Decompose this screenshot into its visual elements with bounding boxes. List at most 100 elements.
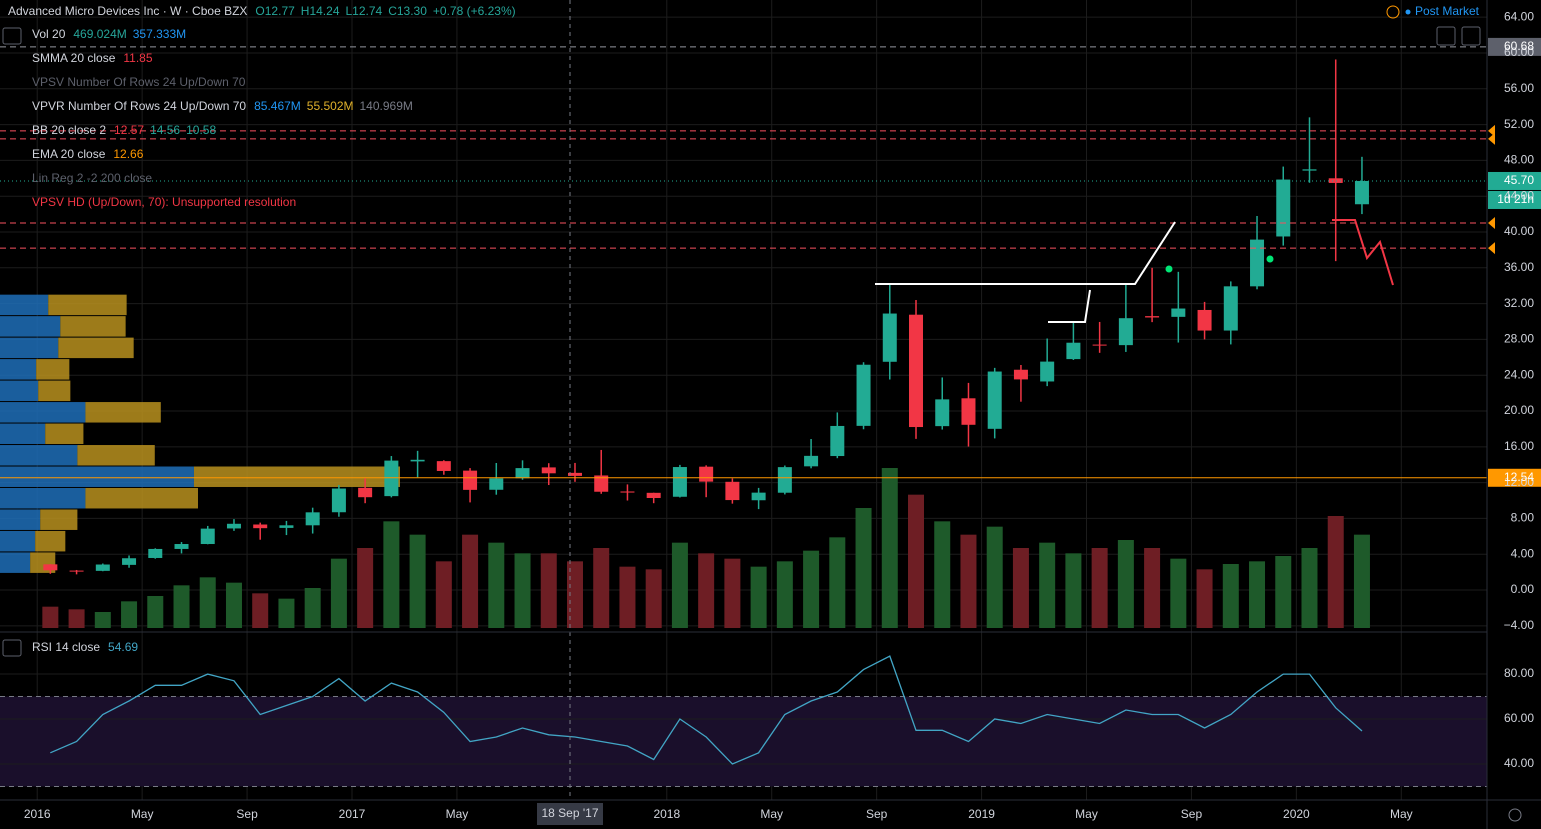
profile-up xyxy=(0,423,46,445)
countdown: 1d 21h xyxy=(1497,192,1534,206)
candle-body xyxy=(305,512,320,526)
candle-body xyxy=(751,492,766,501)
y-tick-label: 28.00 xyxy=(1504,332,1534,346)
y-tick-label: 16.00 xyxy=(1504,439,1534,453)
profile-down xyxy=(85,402,161,423)
candle-body xyxy=(1171,308,1186,317)
volume-bar xyxy=(960,534,977,628)
volume-bar xyxy=(1039,542,1056,628)
volume-bar xyxy=(724,558,741,628)
volume-bar xyxy=(829,537,846,628)
volume-bar xyxy=(1327,516,1344,628)
price-marker xyxy=(1488,242,1495,255)
volume-bar xyxy=(1170,558,1187,628)
profile-up xyxy=(0,316,61,337)
forecast-path xyxy=(1332,219,1394,286)
candle-body xyxy=(489,478,504,490)
signal-dot xyxy=(1266,255,1274,263)
volume-bar xyxy=(42,606,59,628)
rsi-tick-label: 80.00 xyxy=(1504,666,1534,680)
volume-bar xyxy=(1249,561,1266,628)
volume-bar xyxy=(1301,548,1318,628)
candle-body xyxy=(909,314,924,428)
volume-bar xyxy=(1353,534,1370,628)
price-label: 12.54 xyxy=(1504,470,1534,484)
profile-up xyxy=(0,445,78,466)
volume-bar xyxy=(986,526,1003,628)
collapse-button[interactable] xyxy=(2,27,22,45)
volume-bar xyxy=(855,508,872,628)
candle-body xyxy=(43,564,58,571)
y-tick-label: 4.00 xyxy=(1511,546,1535,560)
legend-value: 14.56 xyxy=(150,123,180,137)
price-label: 45.70 xyxy=(1504,173,1534,187)
volume-bar xyxy=(619,566,636,628)
legend-name: Lin Reg 2 -2 200 close xyxy=(32,171,152,185)
rsi-legend-value: 54.69 xyxy=(108,640,138,654)
profile-up xyxy=(0,487,86,509)
scroll-button[interactable] xyxy=(1436,26,1456,46)
legend-value: 357.333M xyxy=(133,27,186,41)
volume-bar xyxy=(881,468,898,628)
profile-down xyxy=(38,380,71,402)
volume-bar xyxy=(121,601,138,628)
y-tick-label: 60.00 xyxy=(1504,45,1534,59)
volume-bar xyxy=(199,577,216,628)
legend-name: VPSV Number Of Rows 24 Up/Down 70 xyxy=(32,75,246,89)
x-tick-label: Sep xyxy=(866,807,888,821)
profile-down xyxy=(40,509,78,530)
profile-down xyxy=(48,294,127,316)
profile-up xyxy=(0,509,41,530)
candle-body xyxy=(174,544,189,549)
volume-bar xyxy=(225,582,242,628)
candle-body xyxy=(1354,180,1369,205)
volume-bar xyxy=(671,542,688,628)
maximize-button[interactable] xyxy=(1461,26,1481,46)
y-tick-label: 12.00 xyxy=(1504,475,1534,489)
alert-icon[interactable] xyxy=(1386,5,1400,19)
volume-bar xyxy=(1091,548,1108,628)
candle-body xyxy=(1066,342,1081,360)
price-marker xyxy=(1488,124,1495,137)
volume-bar xyxy=(698,553,715,628)
y-tick-label: 24.00 xyxy=(1504,367,1534,381)
candle-body xyxy=(331,488,346,513)
candle-body xyxy=(987,371,1002,429)
y-tick-label: 56.00 xyxy=(1504,81,1534,95)
legend-name: Vol 20 xyxy=(32,27,66,41)
candle-body xyxy=(1013,369,1028,380)
y-tick-label: 0.00 xyxy=(1511,582,1535,596)
candle-body xyxy=(1197,309,1212,331)
settings-icon[interactable] xyxy=(1508,808,1522,822)
volume-bar xyxy=(593,548,610,628)
rsi-band xyxy=(0,696,1487,787)
candle-body xyxy=(1302,169,1317,171)
candle-body xyxy=(1118,318,1133,346)
price-marker xyxy=(1488,217,1495,230)
x-tick-label: 2019 xyxy=(968,807,995,821)
legend-name: EMA 20 close xyxy=(32,147,106,161)
session-status: Post Market xyxy=(1415,4,1480,18)
candle-body xyxy=(777,467,792,493)
quote-value: O12.77 xyxy=(255,4,295,18)
price-label-box xyxy=(1488,171,1541,190)
candle-body xyxy=(463,470,478,490)
y-tick-label: 20.00 xyxy=(1504,403,1534,417)
legend-value: 55.502M xyxy=(307,99,354,113)
profile-up xyxy=(0,380,39,402)
profile-down xyxy=(36,359,70,380)
profile-up xyxy=(0,359,37,380)
candle-body xyxy=(1145,316,1160,318)
volume-bar xyxy=(462,534,479,628)
legend-value: 12.66 xyxy=(113,147,143,161)
volume-bar xyxy=(435,561,452,628)
legend-value: 469.024M xyxy=(73,27,126,41)
volume-bar xyxy=(1196,569,1213,628)
collapse-button[interactable] xyxy=(2,639,22,657)
y-tick-label: 48.00 xyxy=(1504,153,1534,167)
legend-name: BB 20 close 2 xyxy=(32,123,106,137)
volume-bar xyxy=(540,553,557,628)
candle-body xyxy=(200,528,215,545)
grid-layer xyxy=(0,0,1487,800)
